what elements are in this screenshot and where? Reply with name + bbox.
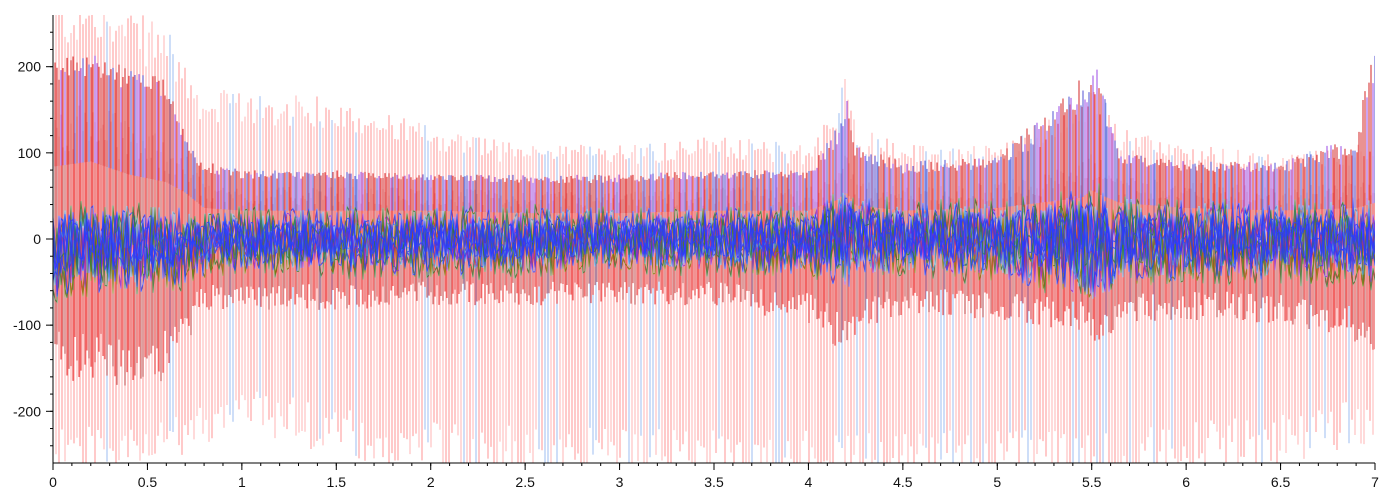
- y-tick-label: 0: [33, 231, 41, 247]
- x-tick-label: 4.5: [893, 474, 913, 490]
- x-tick-label: 0: [49, 474, 57, 490]
- noise-series-blue: [53, 203, 1375, 271]
- y-tick-label: -100: [13, 317, 41, 333]
- x-tick-label: 5: [993, 474, 1001, 490]
- x-tick-label: 5.5: [1082, 474, 1102, 490]
- x-tick-label: 2.5: [515, 474, 535, 490]
- noise-series: [53, 197, 1375, 297]
- x-tick-label: 3: [616, 474, 624, 490]
- x-tick-label: 6.5: [1271, 474, 1291, 490]
- outer-spike-layer: [53, 15, 1374, 463]
- x-tick-label: 0.5: [138, 474, 158, 490]
- inner-noise-layer: [53, 183, 1375, 304]
- x-tick-label: 3.5: [704, 474, 724, 490]
- peak-layer: [53, 55, 1375, 214]
- y-tick-label: -200: [13, 403, 41, 419]
- axes: [46, 15, 1376, 470]
- x-tick-label: 7: [1371, 474, 1379, 490]
- x-tick-label: 4: [805, 474, 813, 490]
- noise-series-blue: [53, 207, 1375, 271]
- x-tick-label: 6: [1182, 474, 1190, 490]
- tick-labels: 0 0.5 1 1.5 2 2.5 3 3.5 4 4.5 5 5.5 6 6.5 7 200 100 0 -100…: [13, 59, 1379, 490]
- x-tick-label: 2: [427, 474, 435, 490]
- y-tick-label: 100: [18, 145, 42, 161]
- x-tick-label: 1.5: [327, 474, 347, 490]
- x-tick-label: 1: [238, 474, 246, 490]
- y-tick-label: 200: [18, 59, 42, 75]
- signal-traces: [53, 15, 1375, 463]
